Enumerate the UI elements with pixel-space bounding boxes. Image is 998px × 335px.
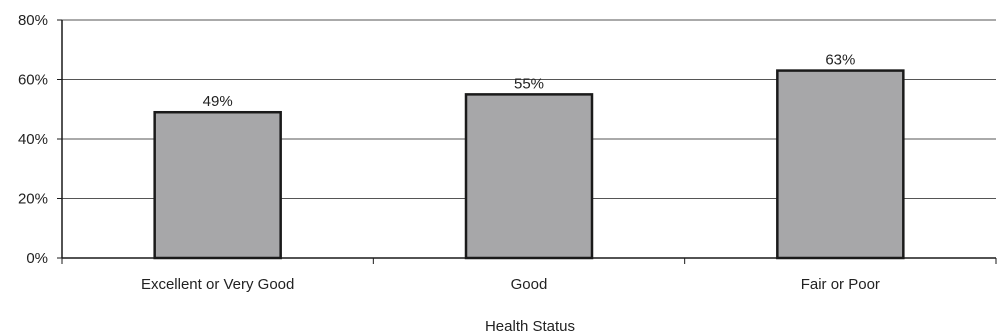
data-label: 63%: [825, 52, 855, 69]
x-category-label: Fair or Poor: [801, 276, 880, 293]
bar: [153, 110, 282, 260]
y-tick-label: 0%: [26, 250, 48, 267]
bar: [464, 93, 594, 260]
labels: 0% 20% 40% 60% 80% 49% Excellent or Very Good 5…: [18, 12, 880, 293]
y-tick-label: 80%: [18, 12, 48, 29]
bar: [776, 69, 905, 260]
y-tick-label: 60%: [18, 72, 48, 89]
y-tick-label: 40%: [18, 131, 48, 148]
x-category-label: Good: [511, 276, 548, 293]
data-label: 55%: [514, 75, 544, 92]
y-tick-label: 20%: [18, 191, 48, 208]
data-label: 49%: [203, 93, 233, 110]
bars: [153, 69, 905, 260]
axes: [57, 19, 997, 264]
x-axis-title: Health Status: [485, 318, 575, 335]
x-category-label: Excellent or Very Good: [141, 276, 294, 293]
